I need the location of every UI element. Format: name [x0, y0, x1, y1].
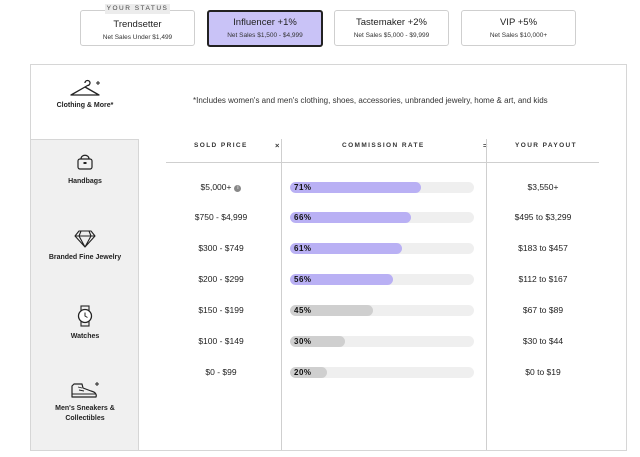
tier-influencer[interactable]: Influencer +1% Net Sales $1,500 - $4,999 — [207, 10, 323, 47]
commission-bar-fill — [290, 274, 393, 285]
payout-cell: $67 to $89 — [522, 305, 564, 315]
hanger-icon — [70, 79, 100, 96]
category-fine-jewelry[interactable]: Branded Fine Jewelry — [31, 230, 139, 263]
sold-price-text: $300 - $749 — [198, 243, 244, 253]
category-handbags[interactable]: Handbags — [31, 151, 139, 187]
commission-rate-label: 56% — [294, 275, 312, 284]
commission-bar-fill — [290, 243, 402, 254]
commission-bar-fill — [290, 336, 345, 347]
commission-bar-track: 71% — [290, 182, 474, 193]
tier-trendsetter[interactable]: Trendsetter Net Sales Under $1,499 — [80, 10, 195, 46]
category-clothing[interactable]: Clothing & More* — [31, 65, 139, 139]
category-sidebar: Clothing & More* Handbags Branded Fine J… — [31, 65, 139, 450]
payout-cell: $495 to $3,299 — [514, 212, 572, 222]
sold-price-cell: $0 - $99 — [166, 367, 276, 377]
info-icon[interactable]: i — [234, 185, 242, 192]
tier-desc: Net Sales $5,000 - $9,999 — [353, 32, 430, 39]
header-divider — [166, 162, 599, 163]
column-divider — [281, 139, 282, 450]
tier-vip[interactable]: VIP +5% Net Sales $10,000+ — [461, 10, 576, 46]
commission-bar-fill — [290, 212, 411, 223]
handbag-icon — [77, 154, 93, 170]
category-label: Clothing & More* — [56, 102, 114, 109]
diamond-icon — [74, 230, 96, 248]
header-sold-price: SOLD PRICE — [194, 142, 248, 149]
category-label: Men's Sneakers & Collectibles — [55, 405, 115, 422]
sold-price-cell: $750 - $4,999 — [166, 212, 276, 222]
commission-rate-label: 45% — [294, 306, 312, 315]
commission-rate-label: 61% — [294, 244, 312, 253]
commission-bar-fill — [290, 367, 327, 378]
commission-rate-label: 71% — [294, 183, 312, 192]
your-status-tag: YOUR STATUS — [105, 4, 170, 14]
watch-icon — [77, 305, 93, 327]
sold-price-text: $0 - $99 — [205, 367, 237, 377]
commission-bar-fill — [290, 182, 421, 193]
category-sneakers[interactable]: Men's Sneakers & Collectibles — [31, 380, 139, 424]
category-label: Watches — [70, 333, 100, 340]
commission-rate-label: 20% — [294, 368, 312, 377]
sold-price-cell: $5,000+ i — [166, 182, 276, 192]
commission-rate-label: 66% — [294, 213, 312, 222]
category-watches[interactable]: Watches — [31, 305, 139, 342]
payout-cell: $112 to $167 — [518, 274, 568, 284]
payout-cell: $183 to $457 — [518, 243, 568, 253]
tier-desc: Net Sales Under $1,499 — [102, 34, 173, 41]
header-times: × — [275, 141, 280, 150]
sold-price-text: $100 - $149 — [198, 336, 244, 346]
sold-price-cell: $200 - $299 — [166, 274, 276, 284]
category-label: Branded Fine Jewelry — [48, 254, 122, 261]
commission-bar-track: 20% — [290, 367, 474, 378]
sold-price-text: $750 - $4,999 — [194, 212, 248, 222]
category-note: *Includes women's and men's clothing, sh… — [193, 96, 548, 105]
sneaker-icon — [71, 382, 99, 398]
header-commission-rate: COMMISSION RATE — [342, 142, 425, 149]
commission-bar-track: 61% — [290, 243, 474, 254]
tier-name: Influencer +1% — [233, 17, 297, 28]
commission-bar-track: 30% — [290, 336, 474, 347]
header-equals: = — [483, 141, 487, 150]
sold-price-cell: $100 - $149 — [166, 336, 276, 346]
commission-bar-fill — [290, 305, 373, 316]
sold-price-text: $200 - $299 — [198, 274, 244, 284]
commission-rate-label: 30% — [294, 337, 312, 346]
tier-name: Trendsetter — [113, 19, 162, 30]
tier-desc: Net Sales $10,000+ — [489, 32, 548, 39]
commission-bar-track: 56% — [290, 274, 474, 285]
tier-name: VIP +5% — [499, 17, 538, 28]
column-divider — [486, 139, 487, 450]
sold-price-cell: $300 - $749 — [166, 243, 276, 253]
sold-price-cell: $150 - $199 — [166, 305, 276, 315]
sold-price-text: $150 - $199 — [198, 305, 244, 315]
sidebar-background — [31, 139, 139, 450]
sold-price-text: $5,000+ — [200, 182, 232, 192]
category-label: Handbags — [68, 178, 102, 185]
tier-tastemaker[interactable]: Tastemaker +2% Net Sales $5,000 - $9,999 — [334, 10, 449, 46]
payout-cell: $3,550+ — [527, 182, 559, 192]
commission-bar-track: 66% — [290, 212, 474, 223]
header-your-payout: YOUR PAYOUT — [515, 142, 577, 149]
tier-name: Tastemaker +2% — [355, 17, 428, 28]
commission-panel: Clothing & More* Handbags Branded Fine J… — [30, 64, 627, 451]
payout-cell: $0 to $19 — [525, 367, 561, 377]
payout-cell: $30 to $44 — [522, 336, 564, 346]
tier-desc: Net Sales $1,500 - $4,999 — [227, 32, 303, 39]
commission-bar-track: 45% — [290, 305, 474, 316]
